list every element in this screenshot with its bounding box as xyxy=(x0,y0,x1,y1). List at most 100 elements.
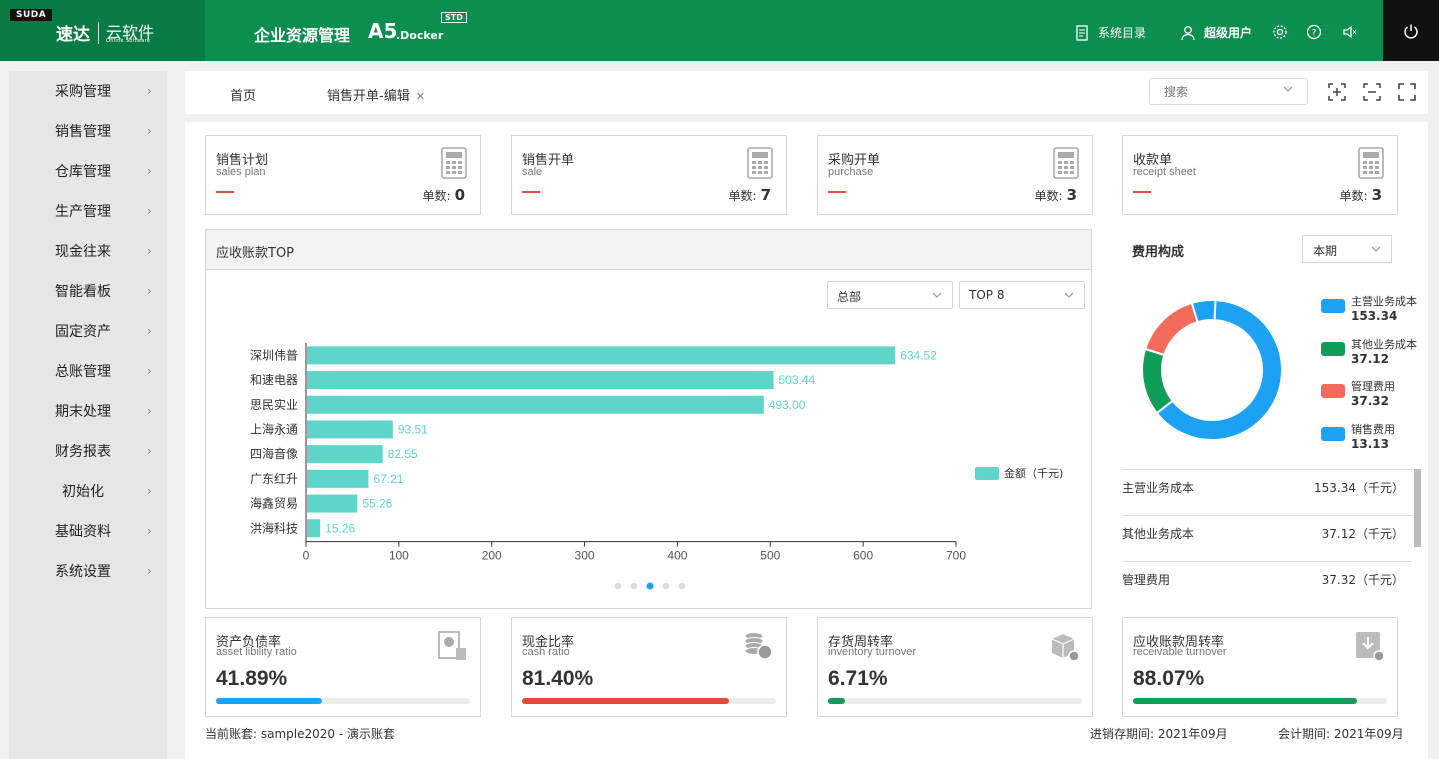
stat-card[interactable]: 销售开单 sale 单数: 7 xyxy=(511,135,787,215)
sidebar-item[interactable]: 现金往来 › xyxy=(9,231,167,271)
card-count-label: 单数: xyxy=(422,189,451,203)
pager-dot[interactable] xyxy=(678,582,686,590)
sidebar-item[interactable]: 采购管理 › xyxy=(9,71,167,111)
card-count-label: 单数: xyxy=(728,189,757,203)
bar[interactable] xyxy=(307,420,393,439)
sidebar-item[interactable]: 初始化 › xyxy=(9,471,167,511)
legend-name: 管理费用 xyxy=(1351,380,1395,393)
ratio-progress-track xyxy=(216,698,470,704)
ratio-card[interactable]: 存货周转率 inventory turnover 6.71% xyxy=(817,617,1093,717)
cost-row-name: 其他业务成本 xyxy=(1122,527,1195,541)
tab-sales-edit[interactable]: 销售开单-编辑 ✕ xyxy=(327,85,425,104)
card-accent xyxy=(216,191,234,193)
user-name: 超级用户 xyxy=(1204,26,1253,40)
card-subtitle: receipt sheet xyxy=(1133,166,1196,178)
card-count-value: 7 xyxy=(760,186,771,204)
sidebar-item[interactable]: 仓库管理 › xyxy=(9,151,167,191)
cost-row-amount: 153.34 xyxy=(1313,481,1356,495)
x-tick-label: 400 xyxy=(667,549,687,563)
bar[interactable] xyxy=(307,469,369,488)
ratio-value: 81.40% xyxy=(522,667,594,690)
bar[interactable] xyxy=(307,519,321,538)
cost-list-scrollbar[interactable] xyxy=(1414,469,1421,547)
logout-button[interactable] xyxy=(1383,0,1439,61)
card-subtitle: sale xyxy=(522,166,543,178)
card-title: 销售开单 xyxy=(522,153,575,168)
ratio-card[interactable]: 现金比率 cash ratio 81.40% xyxy=(511,617,787,717)
sidebar-item-label: 采购管理 xyxy=(55,84,111,100)
card-subtitle: purchase xyxy=(828,166,874,178)
sidebar-item-label: 系统设置 xyxy=(55,564,111,580)
bar[interactable] xyxy=(307,494,358,513)
sidebar-item[interactable]: 销售管理 › xyxy=(9,111,167,151)
restore-window-icon[interactable] xyxy=(1362,82,1382,102)
sidebar-item[interactable]: 基础资料 › xyxy=(9,511,167,551)
bar[interactable] xyxy=(307,371,774,390)
stat-card[interactable]: 采购开单 purchase 单数: 3 xyxy=(817,135,1093,215)
sidebar-item[interactable]: 智能看板 › xyxy=(9,271,167,311)
sidebar-item[interactable]: 期末处理 › xyxy=(9,391,167,431)
user-menu[interactable]: 超级用户 xyxy=(1180,24,1252,41)
donut-slice[interactable] xyxy=(1190,299,1217,324)
bar-value-label: 503.44 xyxy=(778,373,815,387)
close-icon[interactable]: ✕ xyxy=(415,90,425,103)
cost-row-name: 管理费用 xyxy=(1122,573,1171,587)
tab-home[interactable]: 首页 xyxy=(230,89,257,104)
pager-dot[interactable] xyxy=(662,582,670,590)
calculator-icon xyxy=(1358,147,1384,179)
sidebar-item[interactable]: 生产管理 › xyxy=(9,191,167,231)
sidebar-item-label: 财务报表 xyxy=(55,444,111,460)
card-count-value: 0 xyxy=(454,186,465,204)
stat-card[interactable]: 收款单 receipt sheet 单数: 3 xyxy=(1122,135,1398,215)
cost-row-name: 主营业务成本 xyxy=(1122,481,1195,495)
bar[interactable] xyxy=(307,346,896,365)
cost-row-value: 37.12（千元） xyxy=(1322,525,1404,542)
card-count: 单数: 3 xyxy=(1340,186,1382,204)
pager-dot[interactable] xyxy=(646,582,654,590)
cost-row-unit: （千元） xyxy=(1355,481,1404,495)
period-value: 本期 xyxy=(1313,244,1338,258)
speaker-icon[interactable] xyxy=(1342,24,1358,40)
x-tick-label: 100 xyxy=(389,549,409,563)
download-icon xyxy=(1356,632,1385,662)
stat-card[interactable]: 销售计划 sales plan 单数: 0 xyxy=(205,135,481,215)
ratio-title: 存货周转率 xyxy=(828,635,894,650)
fullscreen-icon[interactable] xyxy=(1397,82,1417,102)
branch-select[interactable]: 总部 xyxy=(827,281,953,309)
sidebar-item-label: 期末处理 xyxy=(55,404,111,420)
calculator-icon xyxy=(1053,147,1079,179)
top-n-select[interactable]: TOP 8 xyxy=(959,281,1085,309)
donut-slice[interactable] xyxy=(1141,347,1174,415)
ratio-card[interactable]: 应收账款周转率 receivable turnover 88.07% xyxy=(1122,617,1398,717)
bar[interactable] xyxy=(307,395,764,414)
card-count-label: 单数: xyxy=(1339,189,1368,203)
search-input[interactable] xyxy=(1149,78,1308,105)
donut-slice[interactable] xyxy=(1143,301,1199,357)
sidebar-item[interactable]: 系统设置 › xyxy=(9,551,167,591)
sidebar-item[interactable]: 固定资产 › xyxy=(9,311,167,351)
pager-dot[interactable] xyxy=(630,582,638,590)
period-select[interactable]: 本期 xyxy=(1302,235,1392,263)
sidebar-item[interactable]: 财务报表 › xyxy=(9,431,167,471)
gear-icon[interactable] xyxy=(1272,24,1288,40)
catalog-link[interactable]: 系统目录 xyxy=(1074,24,1146,41)
chevron-right-icon: › xyxy=(147,124,152,138)
legend-swatch xyxy=(1321,426,1345,441)
pager-dot[interactable] xyxy=(614,582,622,590)
sidebar-item-label: 总账管理 xyxy=(55,364,111,380)
catalog-label: 系统目录 xyxy=(1098,26,1147,40)
ratio-progress-track xyxy=(828,698,1082,704)
legend-swatch xyxy=(1321,384,1345,398)
help-icon[interactable]: ? xyxy=(1306,24,1322,40)
sidebar: 采购管理 › 销售管理 › 仓库管理 › 生产管理 › 现金往来 › 智能看板 › 固定资产 › 总账管理 ›… xyxy=(9,71,167,759)
power-icon xyxy=(1404,24,1418,39)
chevron-right-icon: › xyxy=(147,284,152,298)
bar[interactable] xyxy=(307,445,383,464)
donut-slice[interactable] xyxy=(1155,299,1283,441)
add-window-icon[interactable] xyxy=(1327,82,1347,102)
bar-value-label: 82.55 xyxy=(388,447,418,461)
sidebar-item[interactable]: 总账管理 › xyxy=(9,351,167,391)
bar-value-label: 634.52 xyxy=(900,348,937,362)
ratio-card[interactable]: 资产负债率 asset libility ratio 41.89% xyxy=(205,617,481,717)
ratio-subtitle: receivable turnover xyxy=(1133,646,1227,658)
